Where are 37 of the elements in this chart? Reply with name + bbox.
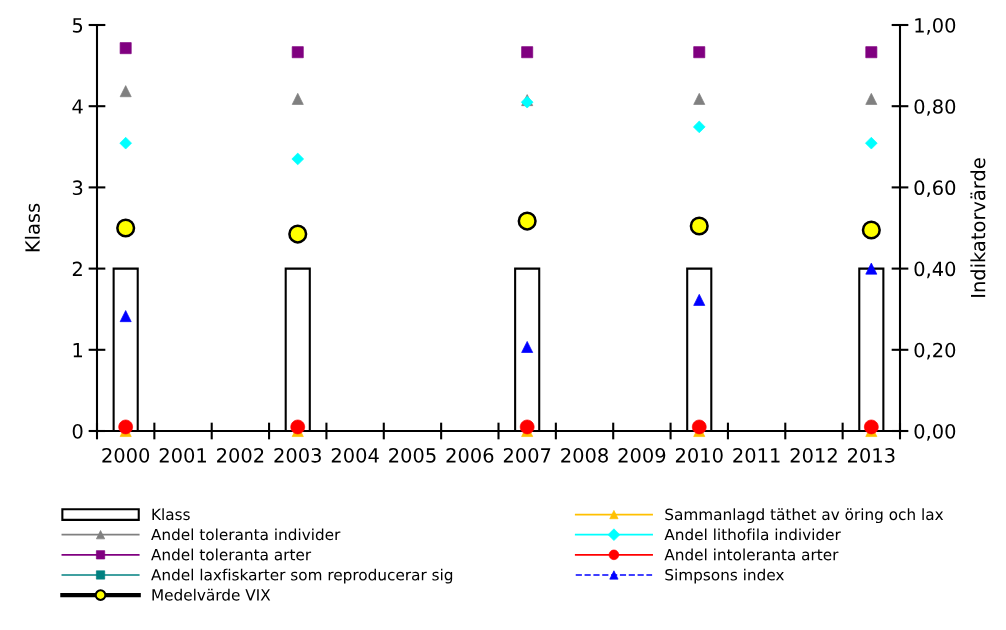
y-axis-title: Klass [24,203,40,252]
y2-tick-label: 0,40 [914,261,956,279]
x-tick-label: 2006 [446,448,494,463]
legend-label: Andel toleranta arter [151,548,312,561]
y-tick-label: 1 [73,343,83,358]
x-tick-label: 2011 [733,448,780,463]
x-tick-label: 2008 [561,448,608,463]
x-tick-label: 2007 [503,448,551,463]
legend-label: Medelvärde VIX [152,588,271,601]
legend-label: Andel intoleranta arter [664,548,839,561]
x-tick-label: 2004 [331,448,379,463]
x-tick-label: 2012 [790,448,837,463]
legend-label: Andel toleranta individer [151,528,341,541]
y2-tick-label: 1,00 [915,17,956,35]
y2-tick-label: 0,60 [914,180,956,198]
y-tick-label: 5 [72,18,83,33]
x-tick-label: 2013 [848,448,895,463]
legend-label: Klass [152,508,190,521]
y2-tick-label: 0,00 [914,423,956,441]
x-tick-label: 2010 [675,448,723,463]
y-tick-label: 4 [72,99,83,114]
x-tick-label: 2001 [159,448,206,463]
x-tick-label: 2000 [102,448,150,463]
y2-axis-title: Indikatorvärde [970,158,986,297]
x-tick-label: 2003 [274,448,321,463]
legend-label: Andel laxfiskarter som reproducerar sig [151,568,453,584]
y-tick-label: 3 [72,180,83,196]
y-tick-label: 0 [72,423,83,439]
x-tick-label: 2002 [217,448,264,463]
x-tick-label: 2009 [618,448,666,463]
x-tick-label: 2005 [389,448,436,463]
legend-label: Simpsons index [665,568,784,584]
y2-tick-label: 0,20 [914,342,956,360]
legend-label: Andel lithofila individer [664,528,841,541]
legend-label: Sammanlagd täthet av öring och lax [665,508,944,524]
y-tick-label: 2 [72,261,82,276]
y2-tick-label: 0,80 [914,99,956,116]
